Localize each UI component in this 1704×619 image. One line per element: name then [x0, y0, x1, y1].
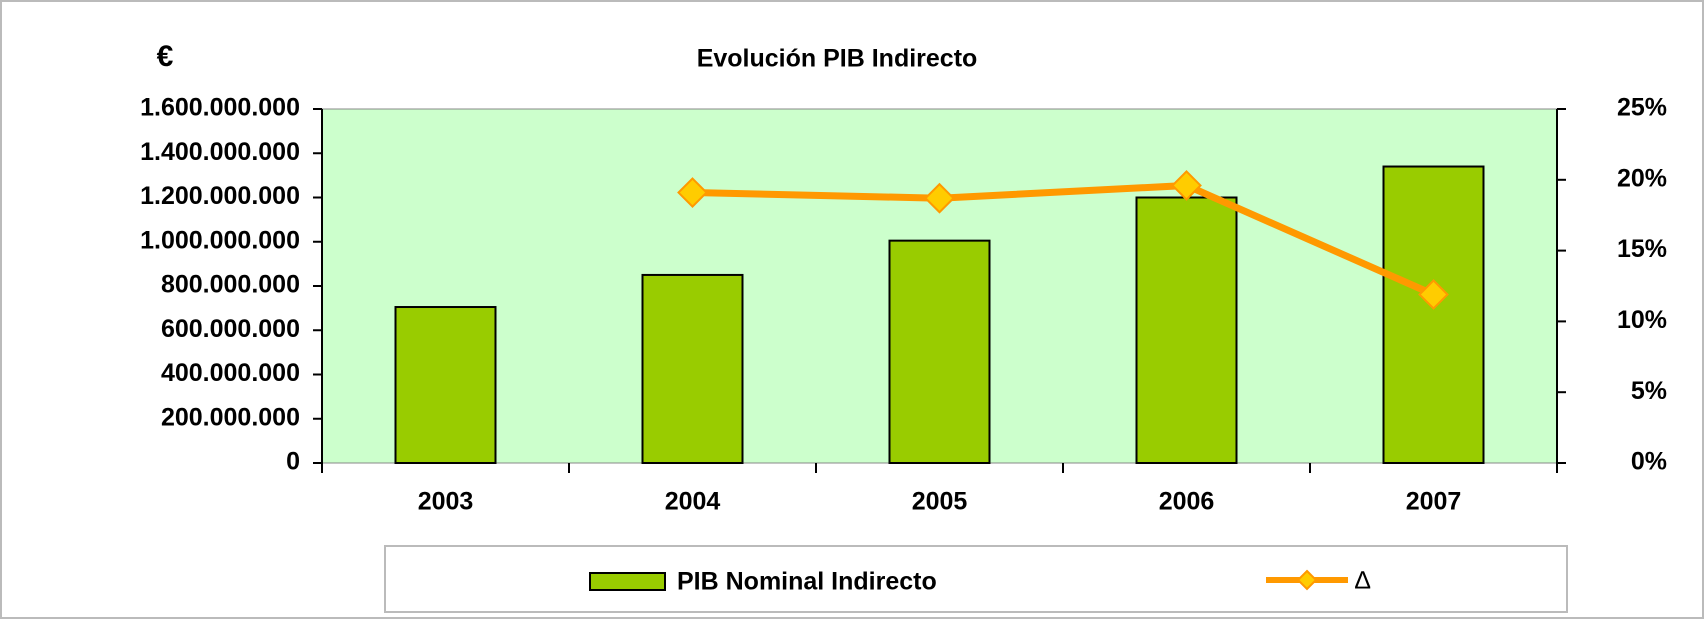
- y2-tick-label: 15%: [1617, 235, 1667, 263]
- legend-marker: [1296, 569, 1318, 591]
- chart-title: Evolución PIB Indirecto: [697, 45, 978, 73]
- x-tick-label: 2007: [1406, 488, 1462, 516]
- y-tick-label: 800.000.000: [161, 271, 300, 299]
- y-axis-label: €: [157, 40, 174, 73]
- y-tick-label: 1.000.000.000: [140, 226, 300, 254]
- line-marker: [924, 182, 955, 214]
- y2-tick-label: 10%: [1617, 306, 1667, 334]
- bar: [1382, 165, 1485, 464]
- y-tick-label: 1.200.000.000: [140, 182, 300, 210]
- legend-swatch: [589, 572, 666, 591]
- y-tick-label: 1.600.000.000: [140, 94, 300, 122]
- line: [692, 181, 1435, 298]
- y-tick-label: 0: [286, 448, 300, 476]
- x-tick-label: 2004: [665, 488, 721, 516]
- y-tick-label: 600.000.000: [161, 315, 300, 343]
- bar: [641, 273, 744, 464]
- x-tick-label: 2005: [912, 488, 968, 516]
- y-tick-label: 200.000.000: [161, 403, 300, 431]
- bar: [394, 306, 497, 464]
- legend-label: ∆: [1355, 567, 1371, 595]
- y2-tick-label: 20%: [1617, 164, 1667, 192]
- y2-tick-label: 25%: [1617, 94, 1667, 122]
- line-marker: [677, 177, 708, 208]
- y-tick-label: 400.000.000: [161, 359, 300, 387]
- bar: [1135, 196, 1238, 464]
- bar: [888, 239, 991, 464]
- y2-tick-label: 5%: [1631, 377, 1667, 405]
- line-marker: [1418, 279, 1449, 310]
- line-marker: [1171, 170, 1202, 201]
- y2-tick-label: 0%: [1631, 448, 1667, 476]
- y-tick-label: 1.400.000.000: [140, 138, 300, 166]
- legend-box: [384, 545, 1568, 613]
- legend-label: PIB Nominal Indirecto: [677, 568, 937, 596]
- x-tick-label: 2006: [1159, 488, 1215, 516]
- x-tick-label: 2003: [418, 488, 474, 516]
